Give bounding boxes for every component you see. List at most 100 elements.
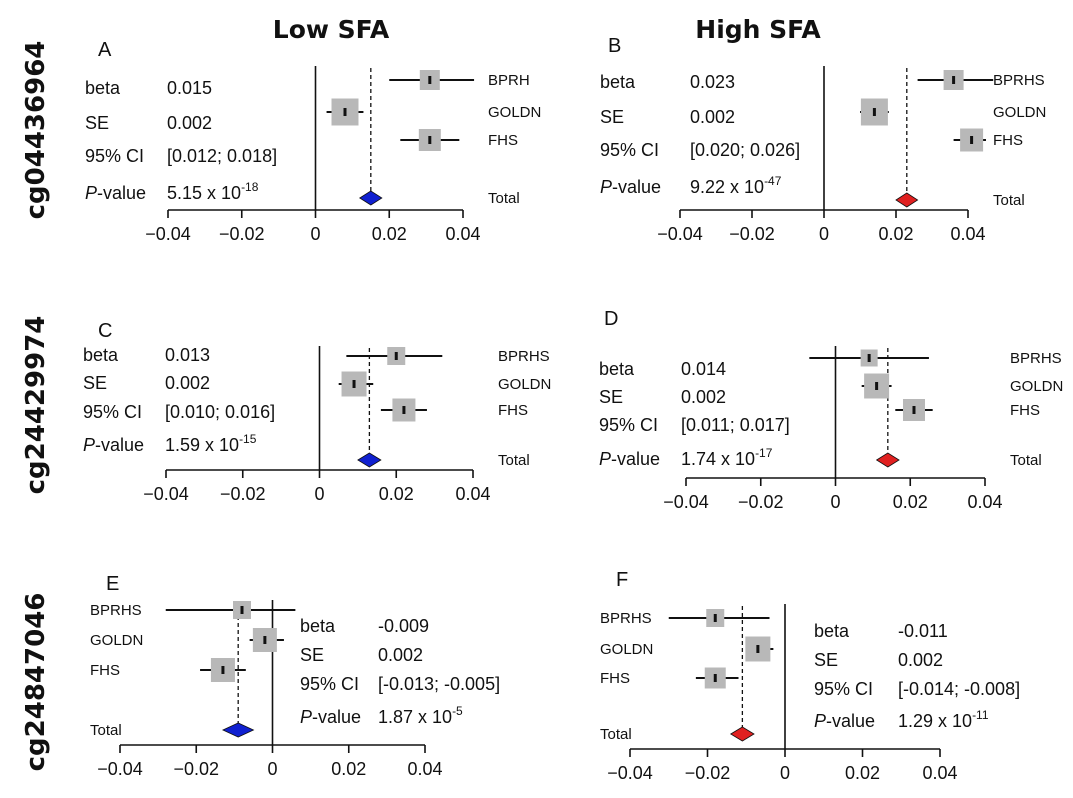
x-tick-label: 0.02 xyxy=(878,224,913,244)
x-tick-label: 0 xyxy=(830,492,840,512)
pooled-estimate-diamond xyxy=(729,726,755,742)
pooled-estimate-diamond xyxy=(895,192,919,208)
study-estimate-mark xyxy=(343,108,347,116)
study-estimate-mark xyxy=(867,354,871,362)
study-label: GOLDN xyxy=(993,104,1046,121)
x-tick-label: −0.04 xyxy=(607,763,653,783)
x-tick-label: −0.04 xyxy=(663,492,709,512)
total-label: Total xyxy=(498,452,530,469)
stat-value: 0.002 xyxy=(690,107,735,127)
study-estimate-mark xyxy=(428,136,432,144)
panel-letter: D xyxy=(604,308,618,330)
x-tick-label: −0.04 xyxy=(657,224,703,244)
stat-value: 0.013 xyxy=(165,345,210,365)
study-estimate-mark xyxy=(263,636,267,644)
stat-label: SE xyxy=(85,113,109,133)
study-estimate-mark xyxy=(402,406,406,414)
study-label: BPRHS xyxy=(600,610,652,627)
x-tick-label: 0.04 xyxy=(950,224,985,244)
row-label-cg24847046: cg24847046 xyxy=(21,593,51,772)
pooled-estimate-diamond xyxy=(357,452,382,468)
x-tick-label: 0.04 xyxy=(922,763,957,783)
stat-value: 0.002 xyxy=(167,113,212,133)
x-tick-label: −0.02 xyxy=(738,492,784,512)
x-tick-label: −0.04 xyxy=(143,484,189,504)
study-estimate-mark xyxy=(952,76,956,84)
total-label: Total xyxy=(993,192,1025,209)
stat-label: beta xyxy=(300,616,336,636)
x-tick-label: −0.02 xyxy=(729,224,775,244)
x-tick-label: 0 xyxy=(310,224,320,244)
forest-panel-a: A −0.04 −0.02 0 0.02 0.04 BPRH GOLDN FHS Total bet… xyxy=(85,39,541,244)
stat-value: [0.020; 0.026] xyxy=(690,140,800,160)
study-label: GOLDN xyxy=(488,104,541,121)
panel-letter: A xyxy=(98,39,112,61)
x-tick-label: 0 xyxy=(780,763,790,783)
x-tick-label: 0 xyxy=(267,759,277,779)
x-tick-label: 0.02 xyxy=(845,763,880,783)
study-label: BPRHS xyxy=(1010,350,1062,367)
study-estimate-mark xyxy=(240,606,244,614)
stat-label: 95% CI xyxy=(85,146,144,166)
stat-value: 0.002 xyxy=(378,645,423,665)
study-label: GOLDN xyxy=(1010,378,1063,395)
total-label: Total xyxy=(488,190,520,207)
stat-value: 0.002 xyxy=(898,650,943,670)
stat-value: 0.014 xyxy=(681,359,726,379)
stat-label: SE xyxy=(814,650,838,670)
study-label: FHS xyxy=(488,132,518,149)
study-label: FHS xyxy=(90,662,120,679)
row-label-cg24429974: cg24429974 xyxy=(21,316,51,495)
total-label: Total xyxy=(90,722,122,739)
x-tick-label: 0.04 xyxy=(455,484,490,504)
study-label: BPRHS xyxy=(993,72,1045,89)
p-value-label: P-value xyxy=(85,183,146,203)
forest-panel-d: D −0.04 −0.02 0 0.02 0.04 BPRHS GOLDN FHS Total be… xyxy=(599,308,1063,512)
x-tick-label: 0.04 xyxy=(445,224,480,244)
x-tick-label: 0.04 xyxy=(967,492,1002,512)
study-estimate-mark xyxy=(970,136,974,144)
stat-label: beta xyxy=(599,359,635,379)
x-tick-label: −0.04 xyxy=(97,759,143,779)
stat-label: 95% CI xyxy=(600,140,659,160)
study-estimate-mark xyxy=(875,382,879,390)
forest-panel-f: F −0.04 −0.02 0 0.02 0.04 BPRHS GOLDN FHS Total be… xyxy=(600,569,1020,783)
p-value: 5.15 x 10-18 xyxy=(167,180,259,203)
study-estimate-mark xyxy=(756,645,760,653)
stat-value: -0.009 xyxy=(378,616,429,636)
x-tick-label: 0 xyxy=(819,224,829,244)
x-tick-label: 0.02 xyxy=(379,484,414,504)
stat-label: 95% CI xyxy=(300,674,359,694)
stat-label: beta xyxy=(85,78,121,98)
study-label: BPRHS xyxy=(498,348,550,365)
study-estimate-mark xyxy=(352,380,356,388)
panel-letter: B xyxy=(608,35,621,57)
study-estimate-mark xyxy=(912,406,916,414)
study-label: FHS xyxy=(1010,402,1040,419)
study-label: BPRHS xyxy=(90,602,142,619)
panels-group: A −0.04 −0.02 0 0.02 0.04 BPRH GOLDN FHS Total bet… xyxy=(83,35,1063,783)
stat-value: 0.002 xyxy=(165,373,210,393)
stat-value: 0.023 xyxy=(690,72,735,92)
stat-value: [-0.014; -0.008] xyxy=(898,679,1020,699)
stat-label: 95% CI xyxy=(83,402,142,422)
p-value-label: P-value xyxy=(300,707,361,727)
study-label: FHS xyxy=(498,402,528,419)
study-label: GOLDN xyxy=(498,376,551,393)
stat-label: 95% CI xyxy=(814,679,873,699)
p-value: 1.59 x 10-15 xyxy=(165,432,257,455)
stat-value: [-0.013; -0.005] xyxy=(378,674,500,694)
study-estimate-mark xyxy=(713,614,717,622)
p-value-label: P-value xyxy=(600,177,661,197)
x-tick-label: 0.04 xyxy=(407,759,442,779)
x-tick-label: −0.02 xyxy=(220,484,266,504)
x-tick-label: 0.02 xyxy=(893,492,928,512)
study-label: FHS xyxy=(993,132,1023,149)
p-value: 1.29 x 10-11 xyxy=(898,708,989,731)
forest-panel-e: E −0.04 −0.02 0 0.02 0.04 BPRHS GOLDN FHS Total be… xyxy=(90,573,500,779)
x-tick-label: −0.02 xyxy=(173,759,219,779)
total-label: Total xyxy=(600,726,632,743)
stat-label: SE xyxy=(599,387,623,407)
p-value: 1.87 x 10-5 xyxy=(378,704,463,727)
